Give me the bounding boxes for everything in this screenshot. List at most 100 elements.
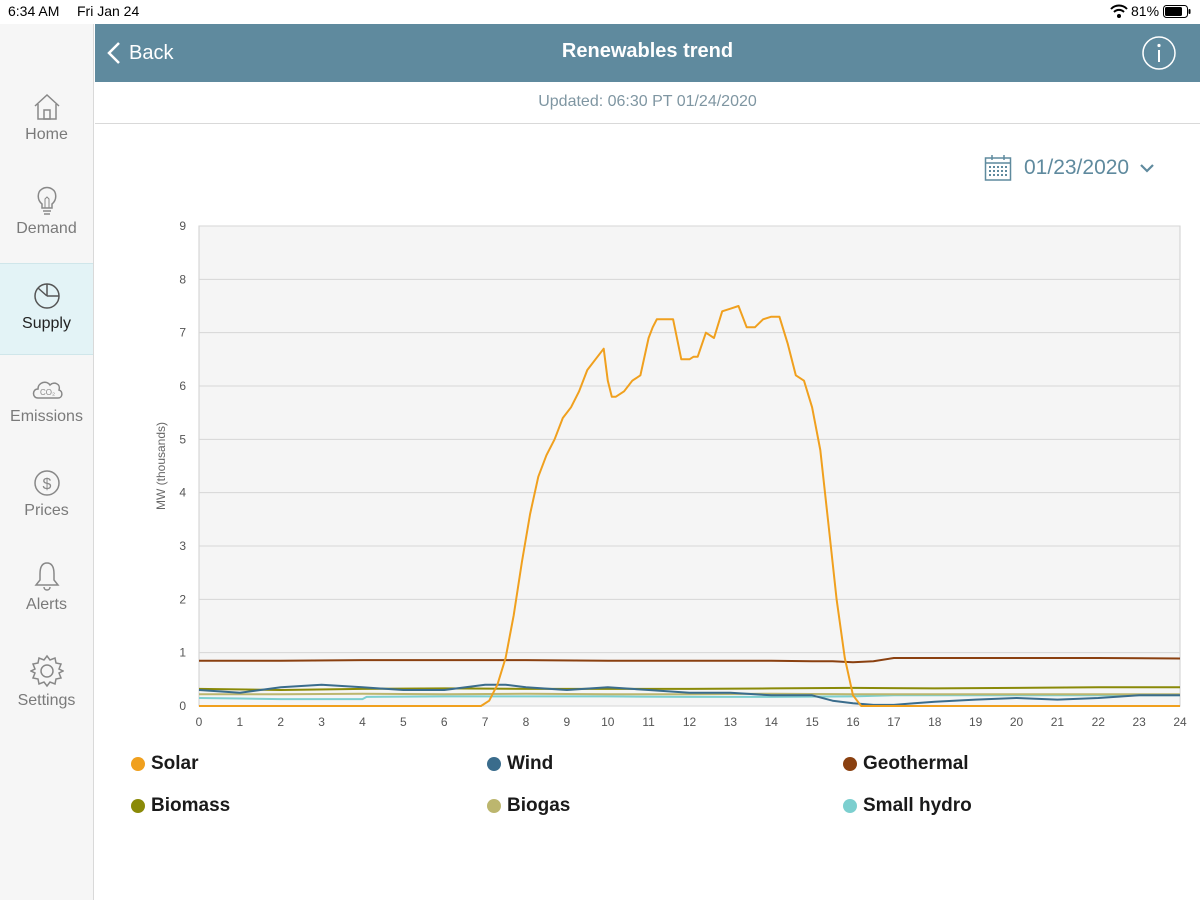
x-tick-label: 6 <box>441 715 448 729</box>
status-bar: 6:34 AM Fri Jan 24 81% <box>0 0 1200 24</box>
pie-chart-icon <box>33 283 60 309</box>
legend-swatch <box>131 757 145 771</box>
x-tick-label: 1 <box>237 715 244 729</box>
chevron-left-icon <box>107 42 120 64</box>
x-tick-label: 21 <box>1051 715 1065 729</box>
sidebar-item-prices[interactable]: $ Prices <box>0 468 93 560</box>
back-label: Back <box>129 41 174 64</box>
series-line-solar <box>199 305 1180 707</box>
sidebar-item-emissions[interactable]: CO₂ Emissions <box>0 374 93 466</box>
dollar-icon: $ <box>33 470 60 496</box>
sidebar-item-label: Home <box>25 126 68 143</box>
x-tick-label: 4 <box>359 715 366 729</box>
x-tick-label: 11 <box>642 715 655 729</box>
legend-label: Wind <box>507 753 554 774</box>
sidebar-item-label: Demand <box>16 220 77 237</box>
y-axis-label: MW (thousands) <box>154 422 168 510</box>
calendar-icon <box>984 155 1012 181</box>
legend-swatch <box>843 799 857 813</box>
home-icon <box>33 93 60 120</box>
chevron-down-icon <box>1140 164 1154 173</box>
x-tick-label: 23 <box>1132 715 1146 729</box>
legend-item-geothermal: Geothermal <box>843 752 969 776</box>
sidebar-item-label: Settings <box>17 692 76 709</box>
legend-item-small-hydro: Small hydro <box>843 794 972 818</box>
legend-swatch <box>487 799 501 813</box>
wifi-icon <box>1110 4 1128 18</box>
x-tick-label: 22 <box>1092 715 1106 729</box>
x-tick-label: 18 <box>928 715 942 729</box>
legend-item-biomass: Biomass <box>131 794 230 818</box>
legend-label: Geothermal <box>863 753 969 774</box>
x-tick-label: 3 <box>318 715 325 729</box>
sidebar-item-label: Supply <box>22 315 71 332</box>
legend-swatch <box>487 757 501 771</box>
y-tick-label: 5 <box>179 432 186 446</box>
svg-text:$: $ <box>42 476 51 493</box>
battery-icon <box>1163 5 1191 18</box>
bell-icon <box>33 562 60 591</box>
x-tick-label: 12 <box>683 715 697 729</box>
back-button[interactable]: Back <box>107 38 173 68</box>
x-tick-label: 13 <box>724 715 738 729</box>
legend-label: Biogas <box>507 795 571 816</box>
legend-item-wind: Wind <box>487 752 553 776</box>
legend-label: Solar <box>151 753 199 774</box>
sidebar-item-alerts[interactable]: Alerts <box>0 560 93 652</box>
x-tick-label: 14 <box>765 715 779 729</box>
page-title: Renewables trend <box>561 40 734 62</box>
y-tick-label: 4 <box>179 486 186 500</box>
sidebar-item-label: Prices <box>24 502 69 519</box>
x-tick-label: 5 <box>400 715 407 729</box>
svg-text:CO₂: CO₂ <box>40 388 55 397</box>
y-tick-label: 6 <box>179 379 186 393</box>
y-tick-label: 7 <box>179 326 186 340</box>
y-tick-label: 3 <box>179 539 186 553</box>
status-date: Fri Jan 24 <box>77 3 140 19</box>
x-tick-label: 7 <box>482 715 489 729</box>
legend-label: Small hydro <box>863 795 972 816</box>
series-line-geothermal <box>199 657 1181 664</box>
plot-area <box>198 225 1181 707</box>
x-tick-label: 16 <box>846 715 860 729</box>
sidebar-item-demand[interactable]: Demand <box>0 184 93 276</box>
x-tick-label: 20 <box>1010 715 1024 729</box>
info-icon[interactable] <box>1141 35 1177 71</box>
sidebar-item-label: Alerts <box>26 596 67 613</box>
x-tick-label: 17 <box>887 715 901 729</box>
y-tick-label: 2 <box>179 592 186 606</box>
x-tick-label: 8 <box>523 715 530 729</box>
y-tick-label: 9 <box>179 219 186 233</box>
x-tick-label: 2 <box>277 715 284 729</box>
sidebar-item-supply[interactable]: Supply <box>0 263 93 355</box>
x-tick-label: 19 <box>969 715 983 729</box>
date-picker-value: 01/23/2020 <box>1024 156 1130 179</box>
legend-label: Biomass <box>151 795 231 816</box>
lightbulb-icon <box>37 186 56 215</box>
sidebar: Home Demand Supply CO₂ Emissions $ <box>0 24 94 900</box>
battery-percent: 81% <box>1131 3 1160 19</box>
date-picker[interactable]: 01/23/2020 <box>984 152 1155 184</box>
x-tick-label: 15 <box>805 715 819 729</box>
legend-swatch <box>131 799 145 813</box>
x-tick-label: 9 <box>564 715 571 729</box>
series-line-wind <box>198 683 1180 706</box>
x-tick-label: 24 <box>1173 715 1187 729</box>
series-line-biogas <box>199 692 1180 696</box>
y-tick-label: 8 <box>179 272 186 286</box>
legend-item-solar: Solar <box>131 752 199 776</box>
sidebar-item-home[interactable]: Home <box>0 92 93 184</box>
y-tick-label: 0 <box>179 699 186 713</box>
x-tick-label: 10 <box>601 715 615 729</box>
legend-item-biogas: Biogas <box>487 794 570 818</box>
legend-swatch <box>843 757 857 771</box>
status-time: 6:34 AM <box>8 3 60 19</box>
sidebar-item-label: Emissions <box>10 408 83 425</box>
y-tick-label: 1 <box>179 646 186 660</box>
sidebar-item-settings[interactable]: Settings <box>0 654 93 746</box>
updated-timestamp: Updated: 06:30 PT 01/24/2020 <box>95 82 1200 124</box>
header-bar: Back Renewables trend <box>95 24 1200 82</box>
gear-icon <box>29 654 64 688</box>
series-line-biomass <box>198 686 1180 691</box>
